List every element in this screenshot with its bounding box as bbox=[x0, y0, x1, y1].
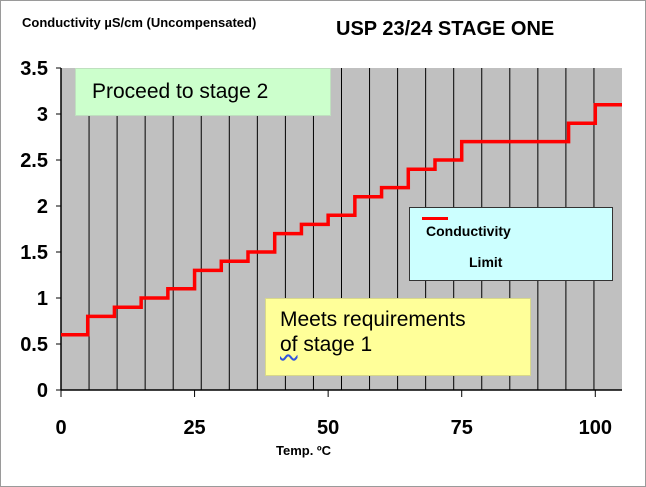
y-tick-label: 3.5 bbox=[20, 58, 48, 80]
y-tick-label: 0 bbox=[37, 380, 48, 402]
x-tick-label: 100 bbox=[579, 417, 612, 439]
annotation-meets-word-of: of bbox=[280, 333, 298, 356]
annotation-meets-requirements: Meets requirements of stage 1 bbox=[265, 298, 531, 376]
legend-swatch-conductivity bbox=[422, 217, 448, 220]
annotation-meets-line1: Meets requirements bbox=[280, 308, 466, 331]
y-tick-label: 2 bbox=[37, 196, 48, 218]
legend-label-line1: Conductivity bbox=[426, 223, 511, 239]
legend: Conductivity Limit bbox=[409, 207, 613, 281]
y-tick-label: 2.5 bbox=[20, 150, 48, 172]
x-axis-title: Temp. ºC bbox=[276, 443, 332, 458]
x-tick-label: 75 bbox=[451, 417, 473, 439]
legend-label-line2: Limit bbox=[469, 254, 503, 270]
y-tick-label: 0.5 bbox=[20, 334, 48, 356]
y-tick-label: 1 bbox=[37, 288, 48, 310]
annotation-meets-line2: of stage 1 bbox=[280, 332, 530, 357]
y-axis-title: Conductivity µS/cm (Uncompensated) bbox=[22, 15, 257, 30]
x-tick-label: 50 bbox=[317, 417, 339, 439]
y-tick-label: 3 bbox=[37, 104, 48, 126]
x-tick-label: 0 bbox=[55, 417, 66, 439]
series-line-conductivity-limit bbox=[61, 103, 622, 337]
chart-title: USP 23/24 STAGE ONE bbox=[336, 18, 555, 40]
annotation-proceed-text: Proceed to stage 2 bbox=[92, 80, 269, 103]
annotation-proceed-stage-2: Proceed to stage 2 bbox=[75, 68, 331, 116]
y-tick-label: 1.5 bbox=[20, 242, 48, 264]
annotation-meets-rest: stage 1 bbox=[297, 333, 373, 356]
x-tick-label: 25 bbox=[183, 417, 205, 439]
